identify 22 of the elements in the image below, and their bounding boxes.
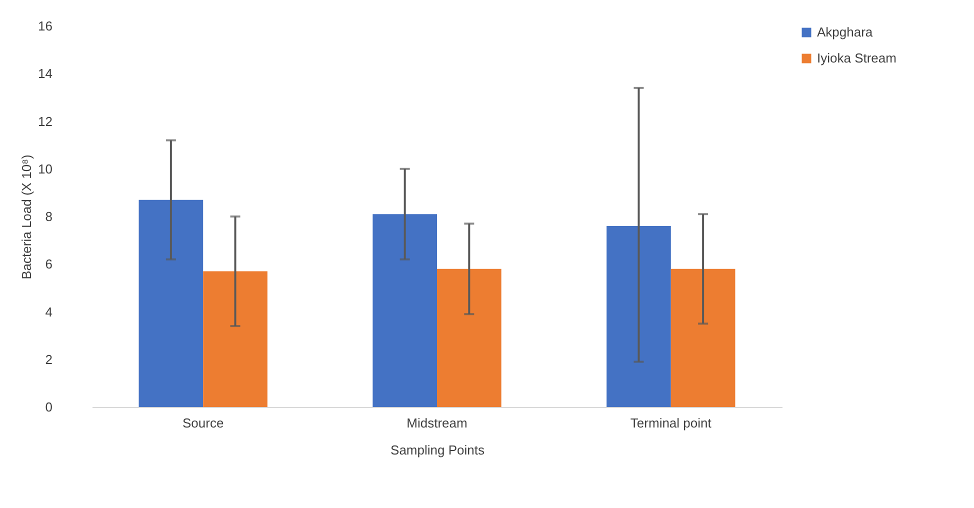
legend-label: Akpghara [817,24,874,40]
bar [437,268,502,407]
bar [138,200,204,407]
y-tick-label: 12 [38,114,52,129]
y-tick-label: 16 [38,18,52,34]
bar [372,214,437,407]
y-tick-label: 8 [45,209,52,224]
y-axis-title: Bacteria Load (X 10⁸) [19,154,34,280]
bar [606,226,671,407]
y-tick-label: 10 [38,161,52,176]
y-tick-label: 6 [45,256,52,272]
y-tick-label: 0 [45,400,52,414]
x-tick-label: Midstream [406,416,468,430]
y-tick-label: 14 [38,66,52,82]
y-tick-label: 2 [45,352,52,367]
x-axis-title: Sampling Points [390,442,485,458]
legend-label: Iyioka Stream [817,50,896,66]
x-tick-label: Source [182,416,224,430]
y-tick-label: 4 [45,304,52,320]
bar [670,268,736,407]
bar [203,271,268,407]
x-tick-label: Terminal point [630,416,712,430]
